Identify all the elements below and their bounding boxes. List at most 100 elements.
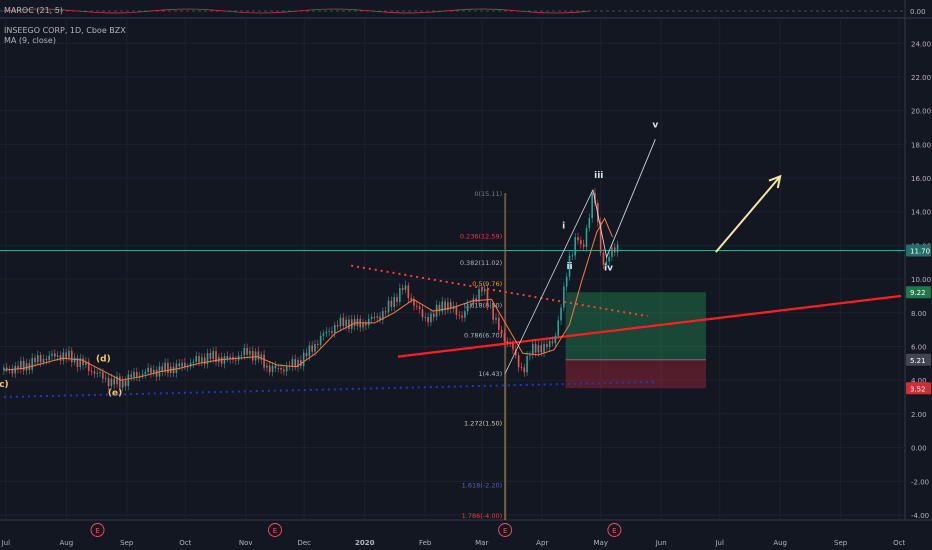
candle-body (367, 318, 370, 326)
symbol-legend[interactable]: INSEEGO CORP, 1D, Cboe BZX MA (9, close) (4, 26, 126, 46)
candle-body (393, 297, 395, 307)
indicator-legend[interactable]: MAROC (21, 5) (4, 6, 63, 16)
earnings-event-icon (607, 523, 622, 537)
candle-body (107, 378, 110, 387)
candle-body (548, 341, 551, 348)
candle-body (65, 352, 67, 358)
wave-label: i (562, 222, 565, 232)
candle-body (138, 375, 141, 378)
candle-body (543, 344, 545, 353)
wave-label: (e) (108, 388, 122, 398)
candle-body (331, 331, 333, 334)
candle-body (291, 359, 294, 367)
candle-body (529, 354, 531, 356)
candle-body (110, 378, 113, 387)
candle-body (206, 353, 209, 365)
target-arrow-head (768, 174, 782, 189)
earnings-event-label: E (273, 527, 277, 535)
fib-level-label: 0.236(12.59) (460, 232, 502, 240)
candle-body (70, 350, 73, 363)
candle-body (571, 255, 574, 257)
candle-body (602, 252, 605, 265)
x-tick-label: 2020 (355, 539, 375, 547)
y-tick-label: 14.00 (911, 209, 931, 217)
candle-body (116, 376, 118, 385)
candle-body (147, 367, 149, 373)
candle-body (305, 352, 308, 357)
candle-body (492, 305, 494, 320)
price-axis-marker (906, 286, 931, 299)
candle-body (136, 371, 138, 378)
candle-body (59, 355, 62, 361)
position-profit-zone (565, 292, 707, 360)
price-axis-marker (906, 353, 931, 366)
candle-body (167, 362, 169, 374)
candle-body (251, 350, 254, 361)
candle-body (447, 302, 449, 311)
x-tick-label: Oct (893, 539, 905, 547)
fib-extension-bar (504, 372, 507, 520)
candle-body (339, 317, 342, 327)
candle-body (79, 358, 82, 368)
candle-body (203, 357, 206, 365)
candle-body (336, 324, 339, 327)
candle-body (161, 366, 164, 372)
y-tick-label: 0.00 (911, 445, 927, 453)
candle-body (302, 352, 305, 366)
candle-body (466, 303, 469, 312)
ma-line (3, 217, 613, 381)
candle-body (192, 361, 195, 364)
x-tick-label: Jul (1, 539, 11, 547)
candle-body (514, 349, 517, 356)
candle-body (73, 357, 76, 363)
candle-body (42, 358, 45, 363)
fib-level-label: 0.382(11.02) (460, 259, 502, 267)
y-tick-label: 24.00 (911, 40, 931, 48)
candle-body (565, 276, 568, 287)
candle-body (62, 352, 65, 361)
candle-body (87, 361, 90, 371)
price-axis-marker (906, 382, 931, 395)
candle-body (387, 300, 390, 313)
fib-level-label: 1.618(-2.20) (462, 482, 503, 490)
candle-body (458, 314, 461, 316)
earnings-event-icon (268, 523, 282, 537)
candle-body (540, 345, 543, 353)
y-tick-label: 2.00 (911, 411, 927, 419)
candle-body (472, 298, 475, 305)
candle-body (613, 247, 616, 253)
y-tick-label: 10.00 (911, 276, 931, 284)
candle-body (531, 343, 534, 355)
candle-body (325, 331, 328, 334)
wave-label: (d) (96, 355, 111, 365)
wave-label: iv (604, 264, 613, 274)
indicator-label: MAROC (21, 5) (4, 6, 63, 15)
candle-body (274, 365, 277, 369)
price-axis-marker-label: 9.22 (910, 289, 926, 297)
candle-body (68, 350, 70, 358)
candle-body (268, 365, 271, 372)
candle-body (401, 287, 404, 290)
candle-body (444, 301, 446, 311)
candle-body (588, 218, 591, 229)
target-arrow-shaft (715, 175, 781, 253)
candle-body (209, 353, 212, 359)
candle-body (500, 329, 503, 333)
candle-body (475, 298, 477, 302)
candle-body (585, 228, 588, 247)
candle-body (155, 369, 158, 377)
candle-body (127, 374, 130, 387)
candle-body (399, 287, 401, 302)
candle-body (376, 316, 379, 318)
candle-body (611, 247, 613, 257)
candle-body (407, 285, 410, 298)
candle-body (489, 305, 492, 307)
candle-body (418, 306, 421, 310)
candle-body (37, 355, 39, 363)
candle-body (554, 335, 557, 344)
candle-body (322, 333, 325, 336)
candle-body (348, 319, 350, 329)
y-tick-label: -4.00 (911, 512, 929, 520)
y-tick-label: 6.00 (911, 343, 927, 351)
